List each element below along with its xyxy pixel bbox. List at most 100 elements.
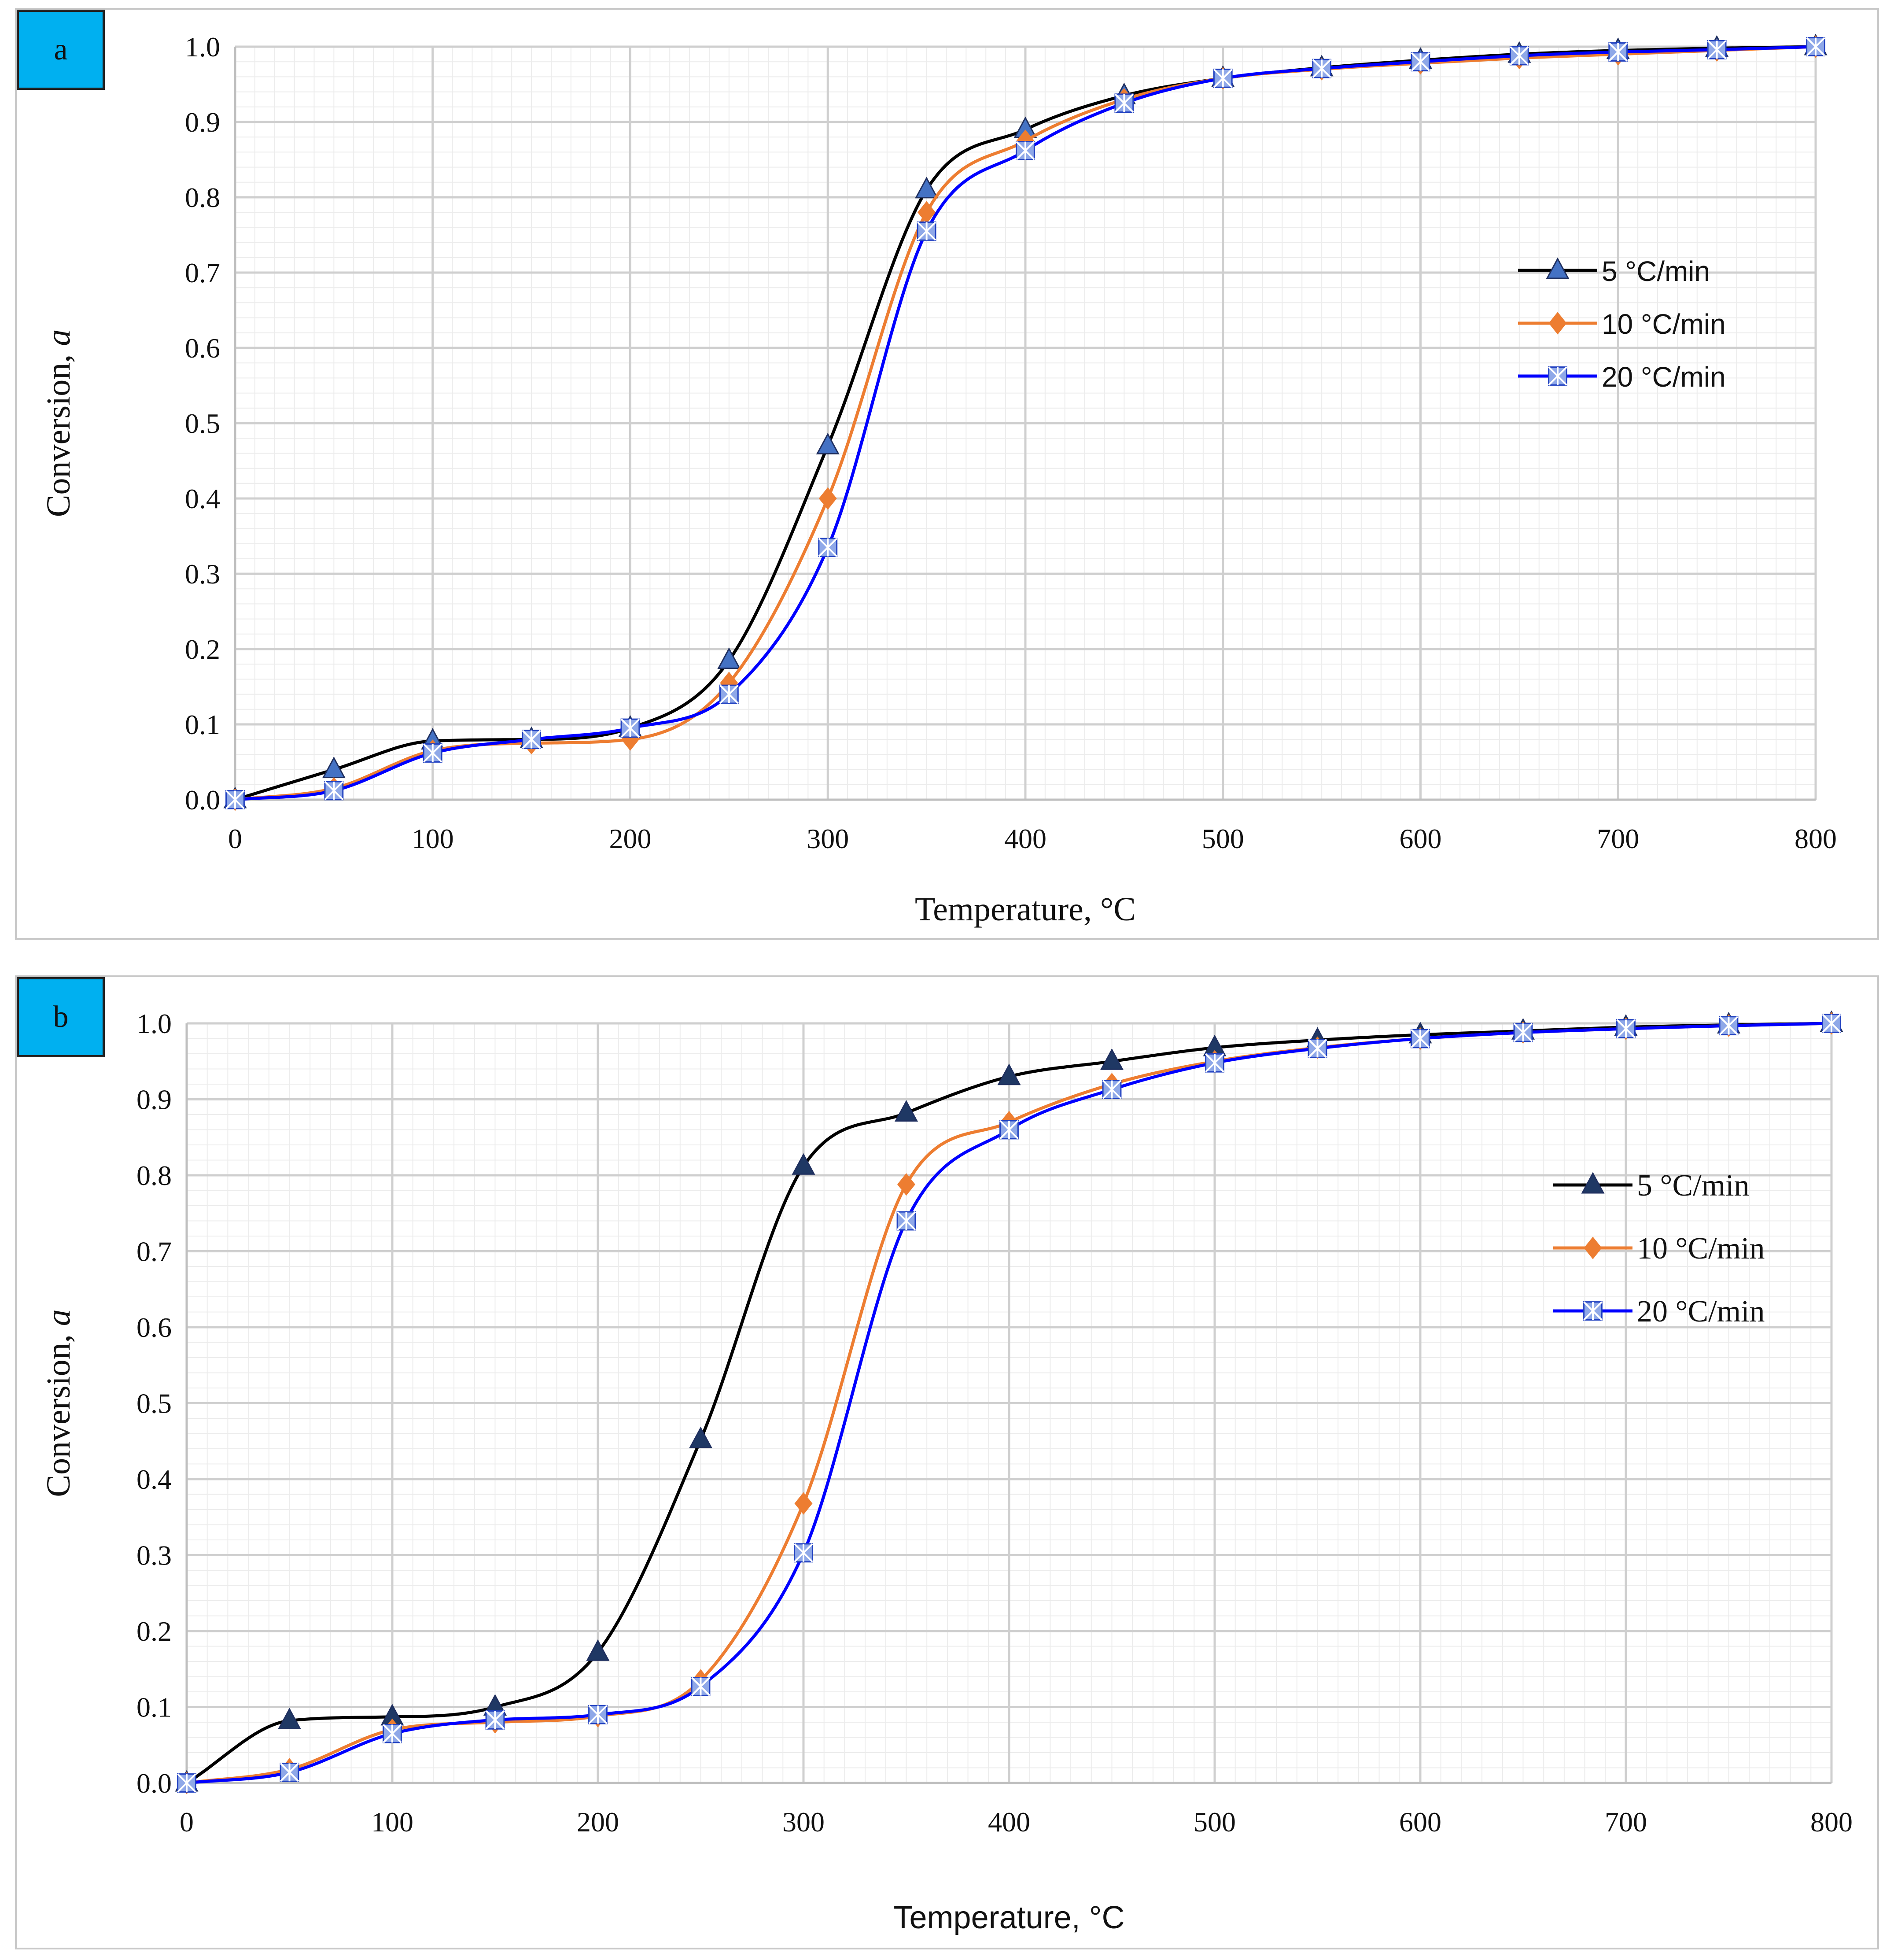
y-axis-title-symbol: a (40, 1309, 77, 1326)
diamond-marker (794, 1492, 813, 1515)
data-point (1312, 59, 1332, 78)
star-marker-lines (1608, 42, 1628, 62)
data-point (1806, 37, 1825, 56)
y-tick-label: 0.8 (185, 182, 220, 213)
triangle-marker (717, 647, 741, 669)
star-marker-lines (1102, 1080, 1122, 1099)
series-2 (177, 1014, 1841, 1793)
star-marker-lines (1308, 1039, 1327, 1058)
series-2 (225, 37, 1825, 809)
x-tick-label: 800 (1795, 823, 1837, 854)
x-tick-label: 200 (609, 823, 652, 854)
legend-marker (1584, 1237, 1602, 1259)
chart-panel-b: b 0 100 200 300 400 500 600 700 800 0.0 0.1 0.2 0.3 0… (15, 975, 1879, 1949)
x-tick-label: 700 (1597, 823, 1639, 854)
y-tick-label: 0.4 (185, 483, 220, 514)
data-point (1114, 93, 1134, 113)
y-axis-title: Conversion, a (40, 1309, 77, 1497)
y-tick-label: 0.6 (136, 1312, 172, 1343)
y-tick-label: 0.1 (185, 709, 220, 740)
star-marker-lines (917, 221, 936, 241)
star-marker-lines (794, 1543, 813, 1563)
data-point (1100, 1048, 1124, 1070)
y-tick-label: 0.3 (136, 1540, 172, 1571)
data-point (816, 432, 840, 454)
star-marker-lines (588, 1705, 608, 1724)
y-tick-label: 0.7 (185, 257, 220, 288)
triangle-marker (1581, 1172, 1605, 1194)
data-point (1707, 40, 1727, 59)
triangle-marker (277, 1707, 302, 1730)
y-tick-label: 0.2 (185, 634, 220, 665)
data-point (818, 487, 837, 510)
legend: 5 °C/min 10 °C/min 20 °C/min (1518, 255, 1726, 393)
data-point (897, 1173, 915, 1196)
triangle-marker (816, 432, 840, 454)
legend-marker (1546, 257, 1570, 279)
y-tick-label: 0.5 (136, 1388, 172, 1419)
star-marker-lines (818, 538, 838, 557)
data-point (588, 1705, 608, 1724)
data-point (277, 1707, 302, 1730)
data-point (794, 1543, 813, 1563)
x-tick-label: 0 (228, 823, 242, 854)
star-marker-lines (1411, 52, 1430, 72)
data-point (999, 1120, 1019, 1140)
data-point (177, 1773, 196, 1793)
star-marker-lines (324, 781, 344, 801)
star-marker-lines (280, 1763, 299, 1782)
x-axis-title: Temperature, °C (915, 891, 1136, 928)
star-marker-lines (1513, 1022, 1533, 1042)
star-marker-lines (225, 790, 245, 809)
data-point (1822, 1014, 1841, 1033)
x-tick-label: 600 (1399, 1806, 1441, 1838)
legend: 5 °C/min 10 °C/min 20 °C/min (1553, 1169, 1765, 1329)
star-marker-lines (1583, 1301, 1603, 1321)
legend-label: 5 °C/min (1602, 255, 1710, 287)
data-point (1608, 42, 1628, 62)
star-marker-lines (1411, 1029, 1430, 1048)
data-point (894, 1100, 918, 1122)
data-point (225, 790, 245, 809)
data-point (1308, 1039, 1327, 1058)
star-marker-lines (1205, 1053, 1224, 1073)
chart-a-svg: 0 100 200 300 400 500 600 700 800 0.0 0.1 0.2 0.3 0.4… (40, 31, 1837, 928)
y-axis-title-symbol: a (40, 329, 77, 346)
star-marker-lines (522, 730, 541, 749)
y-axis-title: Conversion, a (40, 329, 77, 517)
star-marker-lines (1707, 40, 1727, 59)
data-point (915, 177, 939, 199)
y-tick-label: 0.0 (185, 784, 220, 816)
star-marker-lines (620, 718, 640, 738)
diamond-marker (818, 487, 837, 510)
star-marker-lines (1510, 46, 1529, 66)
x-tick-label: 400 (1004, 823, 1046, 854)
data-point (1509, 46, 1529, 66)
data-point (1016, 141, 1035, 160)
triangle-marker (792, 1153, 815, 1175)
y-tick-label: 0.6 (185, 332, 220, 364)
data-point (689, 1426, 713, 1448)
x-tick-label: 500 (1202, 823, 1244, 854)
y-tick-label: 0.9 (136, 1084, 172, 1115)
star-marker-lines (1616, 1019, 1636, 1038)
data-point (485, 1710, 505, 1730)
data-point (997, 1063, 1021, 1085)
data-point (1102, 1080, 1122, 1099)
data-point (522, 730, 542, 749)
star-marker-lines (1719, 1016, 1739, 1035)
triangle-marker (997, 1063, 1021, 1085)
star-marker-lines (423, 743, 442, 763)
x-tick-label: 200 (577, 1806, 619, 1838)
chart-panel-a: a 0 100 200 300 400 500 600 700 800 0.0 0.1 0.2 0.3 0… (15, 8, 1879, 940)
y-tick-label: 0.0 (136, 1768, 172, 1799)
panel-label-a: a (17, 10, 105, 90)
triangle-marker (1100, 1048, 1124, 1070)
panel-label-b: b (17, 977, 105, 1057)
data-point (792, 1153, 815, 1175)
star-marker-lines (383, 1724, 402, 1743)
legend-marker (1581, 1172, 1605, 1194)
triangle-marker (586, 1639, 610, 1661)
series-line (186, 1022, 1832, 1785)
data-point (917, 221, 936, 241)
